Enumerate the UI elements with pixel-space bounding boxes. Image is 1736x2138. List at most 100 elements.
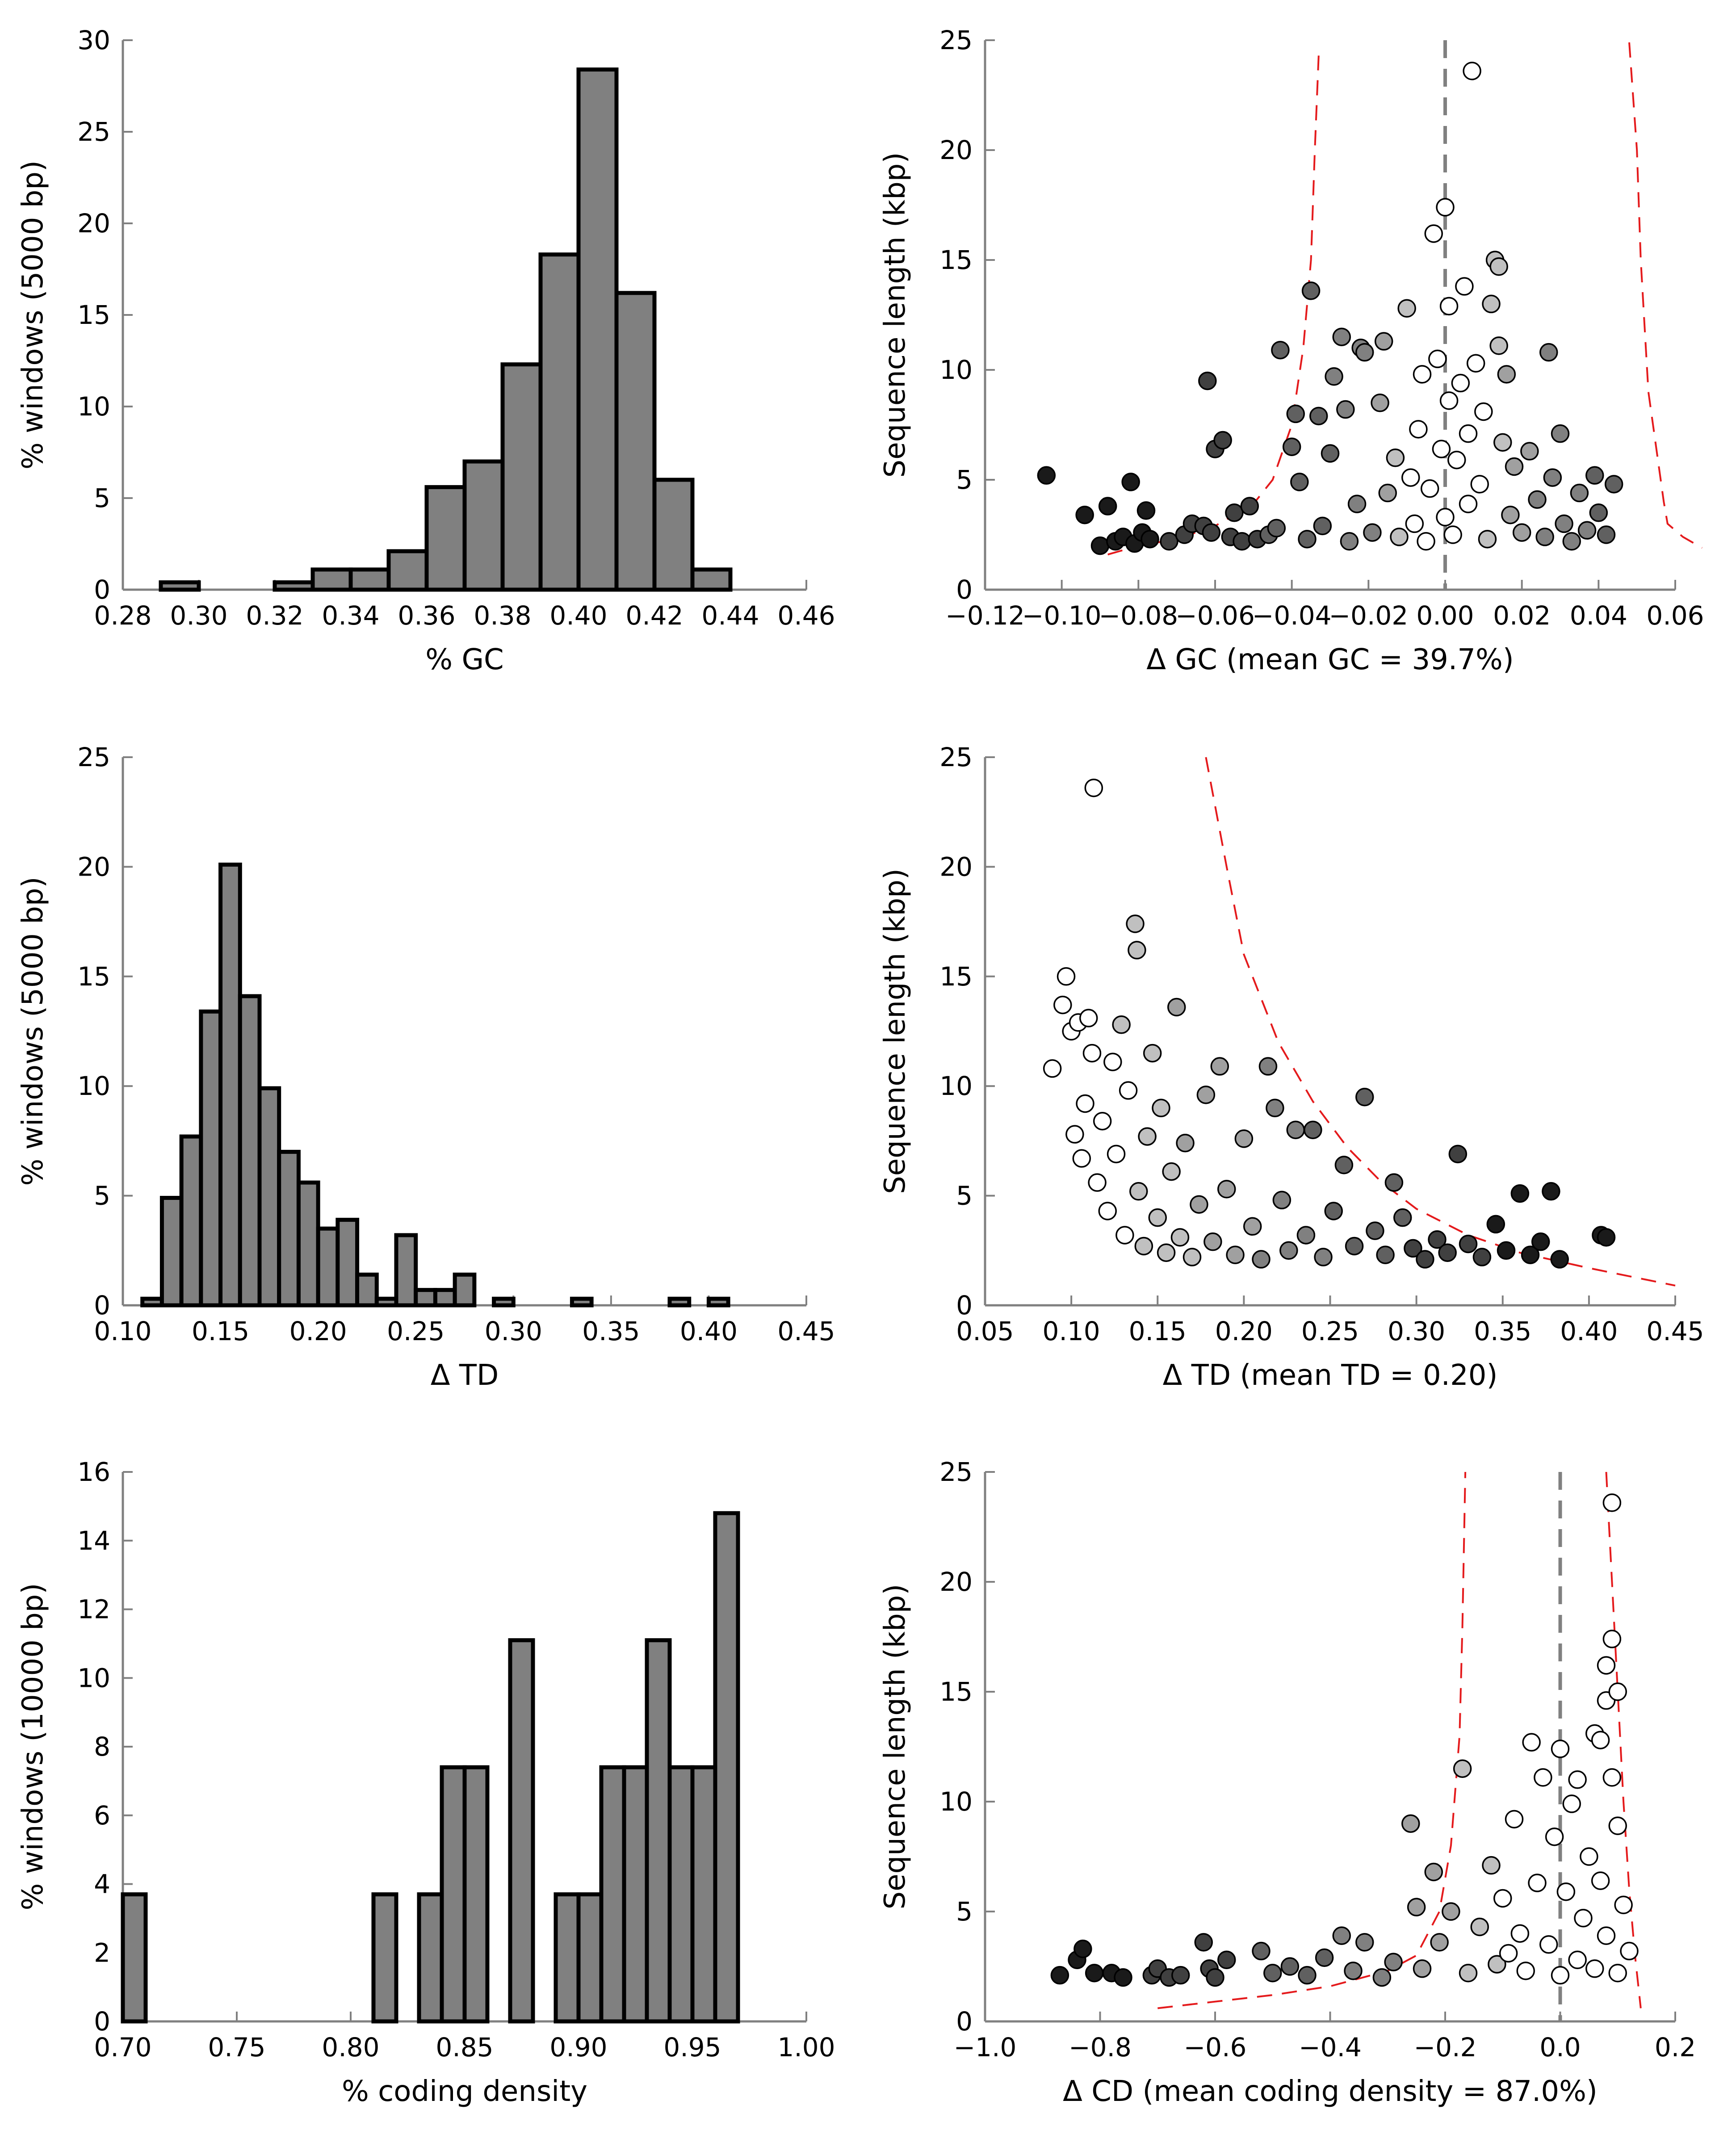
scatter-point [1568, 1950, 1587, 1969]
scatter-point [1136, 501, 1156, 520]
scatter-point [1194, 1933, 1213, 1952]
y-tick-label: 5 [956, 1896, 973, 1927]
scatter-point [1315, 1948, 1334, 1967]
y-tick-label: 30 [77, 25, 110, 55]
scatter-point [1073, 1939, 1092, 1958]
histogram-bar [199, 1009, 223, 1308]
y-tick-label: 20 [939, 851, 973, 882]
x-tick-label: 0.40 [549, 600, 607, 631]
x-tick-label: 0.45 [777, 1316, 835, 1346]
x-tick-label: 0.34 [322, 600, 379, 631]
scatter-point [1196, 1086, 1216, 1104]
chart-panel-td_hist: 0 5 10 15 20 25 0.10 0.15 0.20 0.25 0.30 0.35 0.40 0.… [17, 742, 835, 1392]
scatter-point [1501, 505, 1520, 524]
x-tick-label: 0.80 [322, 2032, 379, 2063]
scatter-point [1347, 495, 1367, 513]
y-tick-label: 8 [94, 1731, 110, 1762]
scatter-point [1298, 530, 1317, 549]
scatter-point [1286, 404, 1305, 423]
scatter-point [1217, 1180, 1236, 1199]
x-tick-label: 0.04 [1570, 600, 1627, 631]
histogram-bar [440, 1765, 467, 2024]
scatter-point [1075, 505, 1094, 524]
scatter-point [1378, 483, 1397, 503]
histogram-bar [538, 252, 581, 592]
scatter-point [1336, 400, 1355, 419]
scatter-point [1298, 1966, 1317, 1985]
scatter-point [1190, 1195, 1208, 1214]
x-tick-label: 0.46 [777, 600, 835, 631]
x-tick-label: 0.70 [94, 2032, 151, 2063]
scatter-point [1112, 1015, 1131, 1034]
scatter-point [1397, 299, 1416, 318]
x-tick-label: −1.0 [954, 2032, 1017, 2063]
scatter-point [1390, 528, 1409, 546]
scatter-point [1591, 1731, 1610, 1749]
x-tick-label: 0.40 [1560, 1316, 1618, 1346]
scatter-point [1103, 1052, 1122, 1071]
scatter-point [1510, 1184, 1530, 1203]
scatter-point [1451, 373, 1470, 393]
y-axis-title: % windows (10000 bp) [17, 1583, 50, 1911]
scatter-point [1170, 1228, 1190, 1247]
x-tick-label: 0.45 [1646, 1316, 1704, 1346]
y-tick-label: 14 [77, 1526, 110, 1556]
histogram-bar [238, 994, 262, 1308]
y-tick-label: 16 [77, 1457, 110, 1487]
scatter-point [1551, 1966, 1570, 1985]
scatter-point [1470, 475, 1489, 494]
y-tick-label: 5 [956, 1181, 973, 1211]
scatter-point [1428, 349, 1447, 369]
chart-panel-cd_scatter: 0 5 10 15 20 25 −1.0 −0.8 −0.6 −0.4 −0.2 0.0 0.2 Δ CD… [879, 1457, 1696, 2108]
scatter-point [1608, 1682, 1627, 1701]
histogram-bar [462, 1765, 490, 2024]
scatter-point [1090, 536, 1110, 555]
scatter-point [1556, 1882, 1576, 1901]
scatter-point [1393, 1208, 1412, 1227]
histogram-bar [218, 862, 242, 1308]
scatter-point [1493, 1889, 1512, 1908]
scatter-point [1267, 519, 1286, 537]
scatter-point [1321, 444, 1340, 463]
x-tick-label: 0.44 [701, 600, 759, 631]
scatter-point [1497, 1241, 1516, 1260]
scatter-point [1482, 1856, 1501, 1875]
x-tick-label: 0.0 [1539, 2032, 1581, 2063]
x-tick-label: −0.6 [1184, 2032, 1247, 2063]
x-tick-label: 0.38 [474, 600, 531, 631]
scatter-point [1570, 483, 1589, 503]
scatter-point [1085, 1964, 1104, 1983]
scatter-point [1324, 1202, 1343, 1220]
x-tick-label: 0.36 [398, 600, 455, 631]
scatter-point [1459, 495, 1478, 513]
scatter-point [1535, 528, 1554, 546]
scatter-point [1438, 1243, 1457, 1262]
scatter-point [1128, 941, 1146, 960]
scatter-point [1107, 1144, 1126, 1164]
scatter-point [1363, 523, 1382, 542]
scatter-point [1542, 1182, 1560, 1201]
scatter-point [1088, 1173, 1107, 1192]
scatter-point [1577, 521, 1597, 540]
scatter-point [1263, 1964, 1282, 1983]
scatter-point [1372, 1968, 1392, 1987]
scatter-point [1472, 1248, 1492, 1266]
scatter-point [1531, 1232, 1550, 1251]
scatter-point [1602, 1630, 1622, 1648]
histogram-bar [599, 1765, 626, 2024]
scatter-point [1574, 1909, 1593, 1928]
scatter-point [1332, 327, 1351, 346]
x-tick-label: 0.90 [549, 2032, 607, 2063]
histogram-bar [576, 1892, 604, 2024]
scatter-point [1404, 1239, 1422, 1258]
x-tick-label: 0.35 [1474, 1316, 1531, 1346]
y-tick-label: 6 [94, 1800, 110, 1831]
scatter-point [1134, 1237, 1153, 1256]
scatter-point [1420, 479, 1439, 498]
scatter-point [1555, 514, 1573, 533]
y-axis-title: % windows (5000 bp) [17, 876, 50, 1186]
scatter-point [1499, 1944, 1518, 1963]
scatter-point [1602, 1493, 1622, 1512]
x-tick-label: 0.10 [1043, 1316, 1100, 1346]
x-tick-label: −0.02 [1329, 600, 1408, 631]
